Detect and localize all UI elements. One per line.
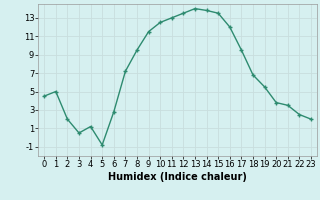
X-axis label: Humidex (Indice chaleur): Humidex (Indice chaleur) bbox=[108, 172, 247, 182]
